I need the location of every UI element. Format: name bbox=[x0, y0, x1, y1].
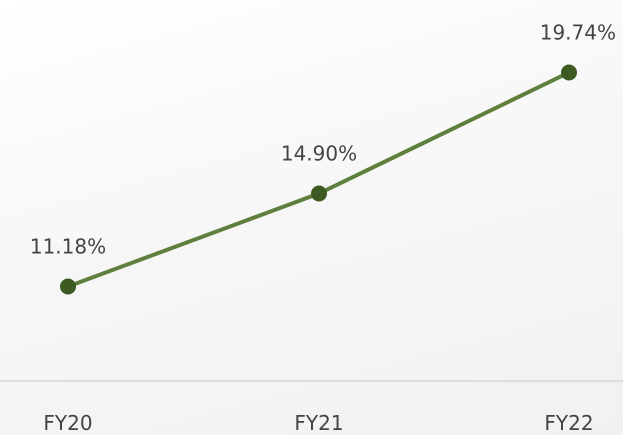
x-tick-fy20: FY20 bbox=[43, 411, 92, 435]
series-markers bbox=[60, 64, 577, 295]
data-label-fy22: 19.74% bbox=[540, 21, 616, 45]
data-point-fy20 bbox=[60, 278, 76, 295]
x-tick-fy22: FY22 bbox=[544, 411, 593, 435]
x-axis-tick-labels: FY20 FY21 FY22 bbox=[43, 411, 593, 435]
data-point-fy22 bbox=[561, 64, 577, 81]
data-label-fy20: 11.18% bbox=[30, 235, 106, 259]
data-labels: 11.18% 14.90% 19.74% bbox=[30, 21, 616, 259]
data-label-fy21: 14.90% bbox=[281, 142, 357, 166]
x-tick-fy21: FY21 bbox=[294, 411, 343, 435]
data-point-fy21 bbox=[311, 185, 327, 202]
series-line bbox=[66, 70, 571, 289]
